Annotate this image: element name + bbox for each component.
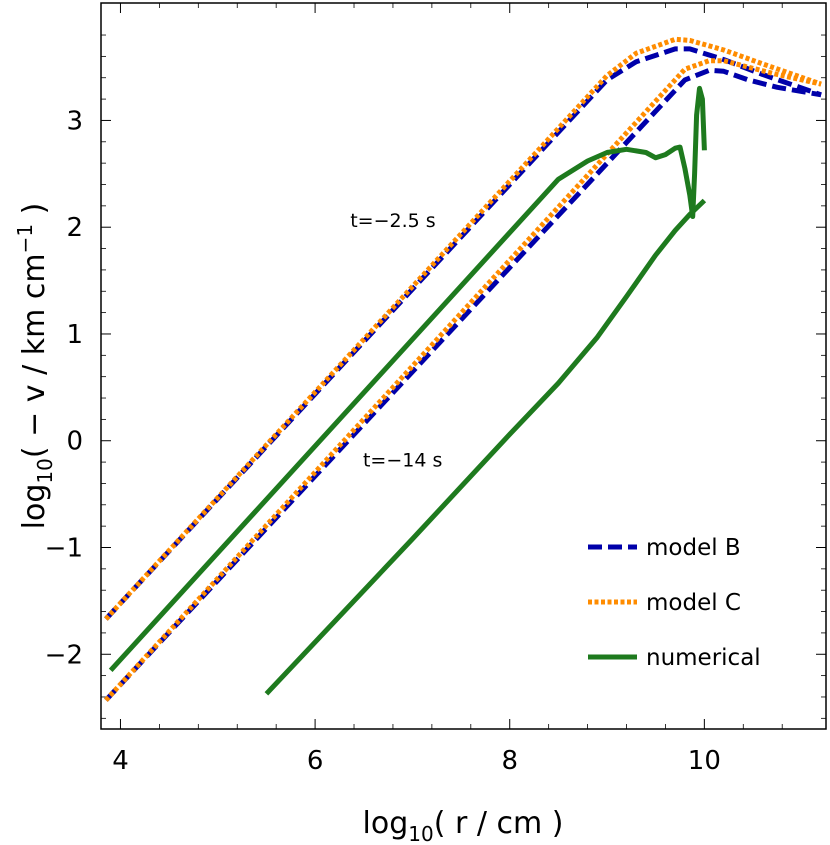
- tick-labels: 4 6 8 10 −2 −1 0 1 2 3: [45, 106, 721, 776]
- y-tick-label: 2: [66, 213, 83, 243]
- y-tick-label: 1: [66, 320, 83, 350]
- annotations: t=−2.5 s t=−14 s: [350, 210, 442, 471]
- annotation-label: t=−2.5 s: [350, 210, 435, 232]
- series-model-c-line: [104, 58, 822, 702]
- y-tick-label: −2: [45, 640, 83, 670]
- axis-ticks: [101, 3, 826, 729]
- series-model-b-line: [104, 67, 822, 702]
- series-model-b-line: [104, 46, 822, 621]
- x-tick-label: 8: [501, 746, 518, 776]
- plot-frame: [100, 2, 827, 730]
- legend-label: model B: [646, 535, 741, 561]
- y-axis-title: log10( − v / km cm−1 ): [13, 203, 57, 530]
- annotation-label: t=−14 s: [363, 449, 442, 471]
- y-tick-label: −1: [45, 534, 83, 564]
- y-tick-label: 3: [66, 106, 83, 136]
- x-tick-label: 4: [112, 746, 129, 776]
- series-numerical-line: [108, 85, 707, 672]
- series-model-c-line: [104, 36, 822, 621]
- legend-label: model C: [646, 590, 741, 616]
- x-axis-title: log10( r / cm ): [363, 806, 564, 845]
- series-numerical-line: [264, 198, 707, 696]
- x-tick-label: 10: [688, 746, 721, 776]
- legend-label: numerical: [646, 645, 761, 671]
- series-layer: [104, 36, 822, 702]
- legend: model B model C numerical: [588, 535, 761, 671]
- x-tick-label: 6: [307, 746, 324, 776]
- y-tick-label: 0: [66, 427, 83, 457]
